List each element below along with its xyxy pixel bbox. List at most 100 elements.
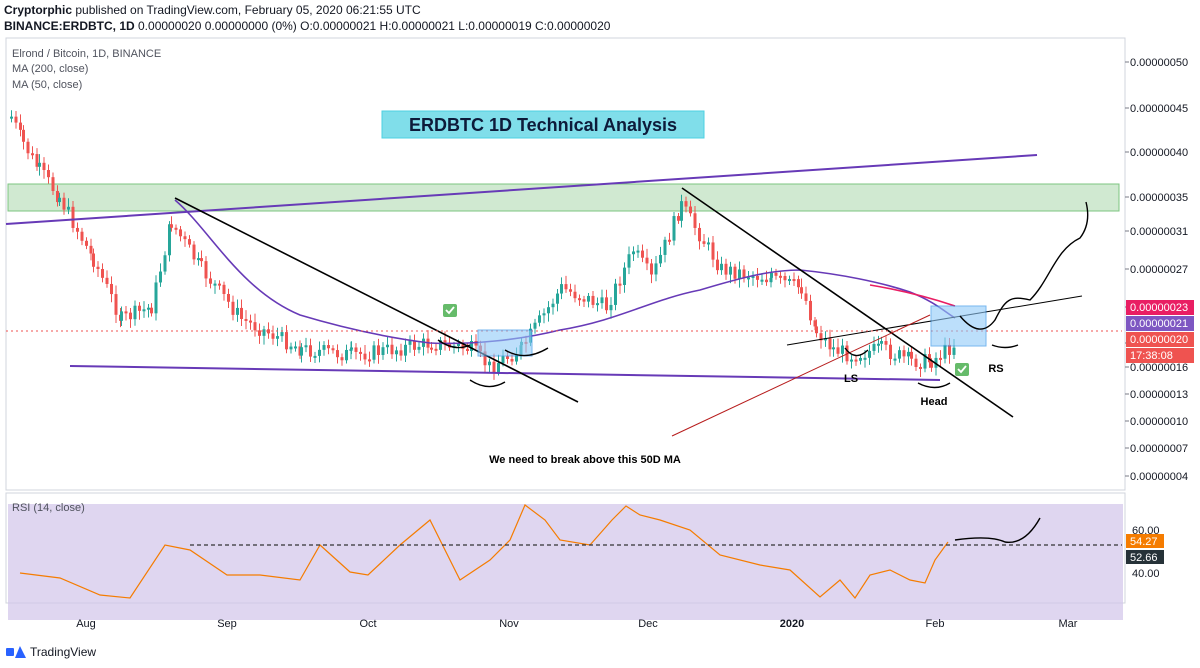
author-name[interactable]: Cryptorphic — [4, 3, 73, 17]
candle — [163, 255, 167, 272]
candle — [952, 347, 956, 355]
candle — [110, 283, 113, 295]
rsi-tick-label: 40.00 — [1132, 568, 1160, 580]
candle — [556, 293, 559, 304]
candle — [716, 259, 719, 271]
candle — [551, 303, 555, 308]
legend-symbol: Elrond / Bitcoin, 1D, BINANCE — [12, 48, 161, 60]
candle — [689, 206, 692, 214]
candle — [569, 289, 572, 292]
candle — [819, 333, 823, 341]
rsi-level-tag: 52.66 — [1130, 552, 1158, 564]
tag-last: 0.00000020 — [1130, 334, 1188, 346]
candle — [363, 353, 367, 360]
candle — [841, 345, 844, 354]
candle — [372, 345, 376, 360]
candle — [31, 153, 34, 156]
candle — [105, 277, 109, 284]
candle — [200, 258, 203, 262]
candle — [632, 251, 635, 255]
candle — [322, 345, 326, 350]
candle — [448, 342, 451, 348]
candle — [510, 358, 514, 362]
ma200-line — [869, 284, 956, 307]
candle — [280, 332, 284, 337]
ohlc-values: 0.00000020 0.00000000 (0%) O:0.00000021 … — [134, 19, 611, 33]
candle — [350, 347, 353, 350]
candle — [609, 304, 613, 311]
candle — [560, 284, 563, 294]
tradingview-logo-icon — [6, 646, 26, 658]
candle — [386, 344, 389, 348]
candle — [42, 162, 46, 171]
candle — [659, 254, 662, 264]
candle — [51, 177, 55, 191]
y-tick-label: 0.00000040 — [1130, 147, 1188, 159]
x-tick-label: Feb — [926, 618, 945, 630]
y-tick-label: 0.00000004 — [1130, 471, 1188, 483]
candle — [650, 263, 653, 275]
label-ls: LS — [844, 373, 858, 385]
annotation-note: We need to break above this 50D MA — [489, 454, 681, 466]
footer-brand[interactable]: TradingView — [6, 645, 96, 659]
drawn-curve — [504, 347, 549, 357]
candle — [788, 279, 791, 282]
candle — [399, 350, 403, 356]
candle — [877, 343, 880, 346]
candle — [359, 351, 362, 354]
candle — [142, 309, 146, 312]
candle — [943, 344, 947, 359]
drawn-curve — [917, 382, 951, 389]
candle — [227, 293, 230, 302]
candle — [591, 295, 595, 305]
publish-info: published on TradingView.com, February 0… — [72, 3, 421, 17]
drawn-curve — [844, 347, 869, 357]
rsi-band — [8, 504, 1123, 620]
price-pane — [5, 37, 1126, 491]
candle — [914, 358, 918, 367]
candle — [174, 227, 178, 230]
candle — [515, 354, 518, 362]
rsi-level-tag-bg — [1126, 550, 1164, 564]
rsi-drawn-curve — [954, 517, 1041, 543]
tag-countdown: 17:38:08 — [1130, 350, 1173, 362]
candle — [902, 350, 906, 357]
candle — [159, 271, 162, 283]
title-box — [381, 110, 705, 139]
candle — [417, 346, 421, 350]
candle — [747, 277, 750, 280]
candle — [702, 241, 706, 244]
candle — [654, 263, 658, 275]
y-tick-label: 0.00000010 — [1130, 416, 1188, 428]
candle — [89, 245, 93, 254]
candle — [313, 355, 317, 358]
candle — [880, 341, 883, 344]
candle — [222, 284, 226, 294]
candle — [96, 266, 100, 269]
candle — [461, 343, 465, 349]
candle — [677, 216, 680, 221]
candle — [85, 240, 88, 246]
candle — [289, 346, 293, 350]
candle — [863, 357, 867, 360]
candle — [209, 278, 212, 284]
candle — [907, 351, 910, 357]
price-tag-bg — [1126, 332, 1194, 347]
candle — [774, 272, 778, 276]
candle — [381, 347, 385, 355]
candle — [300, 347, 303, 356]
candle — [614, 283, 617, 305]
candle — [760, 279, 764, 282]
candle — [271, 333, 275, 339]
x-tick-label: 2020 — [780, 618, 804, 630]
drawn-curve — [437, 339, 471, 349]
candle — [483, 351, 487, 366]
candle — [578, 298, 581, 301]
candle — [663, 239, 667, 255]
candle — [62, 197, 66, 210]
candle — [693, 213, 697, 228]
candle — [236, 307, 239, 315]
candle — [240, 307, 243, 319]
candle — [832, 347, 835, 350]
